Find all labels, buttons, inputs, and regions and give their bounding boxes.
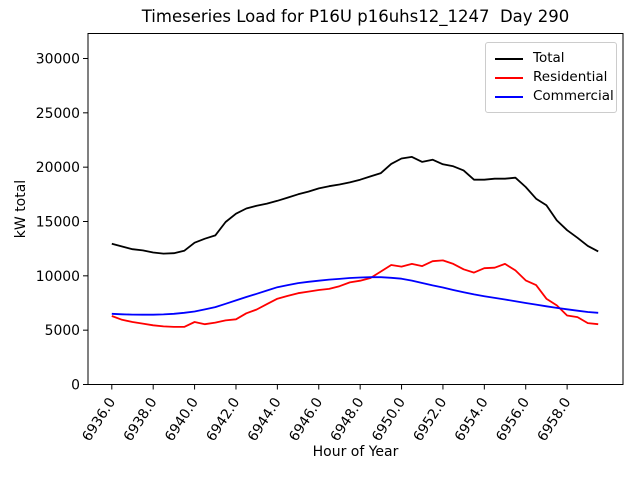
x-tick-label: 6938.0 <box>121 395 161 444</box>
axes-spines <box>87 33 624 385</box>
legend-line-sample <box>495 95 523 98</box>
x-tick-label: 6954.0 <box>452 395 492 444</box>
y-tick-label: 10000 <box>36 269 80 285</box>
series-line-residential <box>111 259 599 328</box>
y-tick-label: 25000 <box>36 106 80 122</box>
x-tick-label: 6950.0 <box>369 395 409 444</box>
x-tick-label: 6936.0 <box>79 395 119 444</box>
x-tick-label: 6942.0 <box>203 395 243 444</box>
chart-title: Timeseries Load for P16U p16uhs12_1247 D… <box>141 7 570 26</box>
legend-line-sample <box>495 76 523 79</box>
x-tick-label: 6956.0 <box>493 395 533 444</box>
legend: Total Residential Commercial <box>485 42 617 113</box>
legend-line-sample <box>495 57 523 60</box>
legend-label: Total <box>533 50 565 66</box>
y-tick-label: 15000 <box>36 214 80 230</box>
x-tick-label: 6958.0 <box>535 395 575 444</box>
x-tick-label: 6944.0 <box>245 395 285 444</box>
y-tick-label: 0 <box>71 378 80 394</box>
series-line-total <box>111 155 599 255</box>
x-axis-label: Hour of Year <box>312 444 399 460</box>
legend-label: Residential <box>533 69 608 85</box>
x-tick-label: 6952.0 <box>410 395 450 444</box>
legend-label: Commercial <box>533 88 614 104</box>
legend-item-residential: Residential <box>495 68 616 87</box>
x-tick-label: 6948.0 <box>328 395 368 444</box>
y-axis-label: kW total <box>13 179 29 239</box>
x-tick-label: 6946.0 <box>286 395 326 444</box>
x-tick-label: 6940.0 <box>162 395 202 444</box>
legend-item-total: Total <box>495 49 616 68</box>
y-tick-label: 30000 <box>36 51 80 67</box>
legend-item-commercial: Commercial <box>495 87 616 106</box>
y-tick-label: 5000 <box>45 323 80 339</box>
y-tick-label: 20000 <box>36 160 80 176</box>
series-line-commercial <box>111 276 599 316</box>
